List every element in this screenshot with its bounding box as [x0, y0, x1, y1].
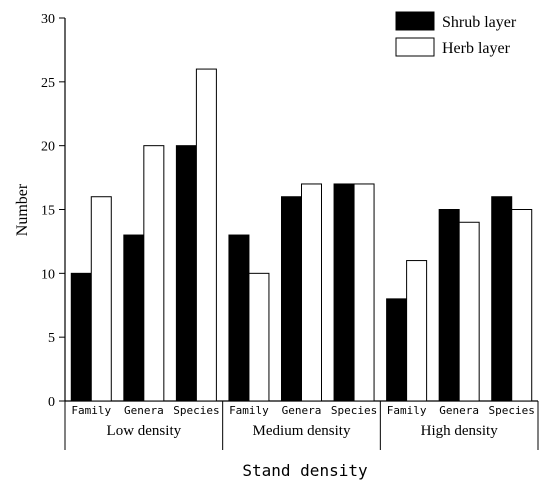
bars: [70, 68, 533, 402]
category-tick-label: Family: [71, 404, 111, 417]
bar-herb-layer: [195, 68, 217, 402]
category-tick-label: Species: [331, 404, 377, 417]
y-axis-label: Number: [14, 183, 31, 236]
bar-herb-layer: [90, 196, 112, 402]
category-tick-label: Genera: [439, 404, 479, 417]
category-tick-label: Family: [387, 404, 427, 417]
y-tick-label: 5: [48, 331, 55, 346]
bar-herb-layer: [511, 209, 533, 402]
bar-shrub-layer: [70, 272, 92, 402]
bar-shrub-layer: [281, 196, 302, 402]
y-tick-label: 30: [41, 12, 55, 27]
bar-shrub-layer: [175, 145, 197, 402]
legend-swatch-herb-layer: [395, 37, 435, 57]
bar-herb-layer: [406, 260, 428, 402]
category-tick-label: Genera: [282, 404, 322, 417]
bar-shrub-layer: [438, 209, 460, 402]
bar-shrub-layer: [228, 234, 250, 402]
y-tick-label: 25: [41, 76, 55, 91]
bar-herb-layer: [248, 272, 270, 402]
x-axis-label: Stand density: [242, 461, 368, 480]
bar-herb-layer: [353, 183, 375, 402]
y-tick-label: 20: [41, 140, 55, 155]
legend: Shrub layer Herb layer: [395, 11, 517, 57]
bar-shrub-layer: [491, 196, 513, 402]
category-labels: Family Genera Species Low density Family Gene…: [71, 404, 534, 439]
category-tick-label: Genera: [124, 404, 164, 417]
bar-shrub-layer: [123, 234, 145, 402]
bar-herb-layer: [143, 145, 165, 402]
bar-shrub-layer: [386, 298, 408, 402]
bar-herb-layer: [301, 183, 322, 402]
y-tick-label: 15: [41, 204, 55, 219]
category-tick-label: Family: [229, 404, 269, 417]
category-tick-label: Species: [173, 404, 219, 417]
y-tick-label: 10: [41, 267, 55, 282]
legend-label-herb-layer: Herb layer: [442, 40, 511, 57]
category-tick-label: Species: [489, 404, 535, 417]
bar-shrub-layer: [333, 183, 355, 402]
group-label: Low density: [107, 423, 182, 439]
y-tick-label: 0: [48, 395, 55, 410]
group-label: High density: [421, 423, 499, 439]
group-label: Medium density: [253, 423, 351, 439]
bar-herb-layer: [458, 221, 480, 402]
legend-label-shrub-layer: Shrub layer: [442, 14, 517, 31]
legend-swatch-shrub-layer: [395, 11, 435, 31]
